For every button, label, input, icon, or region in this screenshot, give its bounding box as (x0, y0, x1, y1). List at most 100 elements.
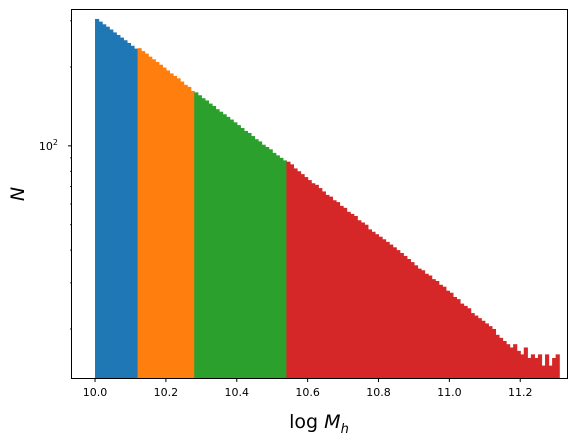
histogram-bar (552, 357, 557, 378)
histogram-bar (506, 344, 511, 378)
histogram-bar (158, 64, 163, 378)
y-tick-label-100: 102 (39, 138, 58, 153)
histogram-bar (137, 48, 142, 379)
histogram-bar (286, 161, 291, 378)
histogram-bar (548, 365, 553, 378)
histogram-bar (219, 111, 224, 378)
x-tick-label: 11.0 (437, 386, 462, 399)
plot-frame (71, 9, 568, 379)
histogram-bar (435, 280, 440, 378)
histogram-bar (555, 354, 560, 378)
histogram-bar (406, 258, 411, 378)
histogram-bar (516, 350, 521, 378)
histogram-bar (162, 67, 167, 379)
histogram-bar (424, 273, 429, 378)
histogram-bar (498, 337, 504, 378)
histogram-bar (413, 265, 419, 378)
histogram-bar (477, 318, 482, 378)
histogram-bar (123, 40, 128, 378)
histogram-bar (233, 122, 238, 378)
histogram-bar (265, 147, 270, 378)
histogram-bar (243, 130, 248, 378)
histogram-bar (190, 90, 195, 379)
histogram-bar (495, 334, 500, 378)
histogram-bar (484, 323, 489, 378)
histogram-bar (332, 200, 337, 378)
x-tick-label: 10.4 (225, 386, 250, 399)
histogram-bar (297, 171, 302, 378)
histogram-bar (98, 21, 103, 379)
histogram-bar (194, 92, 199, 379)
x-axis-ticks: 10.0 10.2 10.4 10.6 10.8 11.0 11.2 (83, 378, 533, 399)
histogram-bar (300, 174, 305, 378)
histogram-bar (95, 18, 100, 379)
histogram-bar (102, 24, 107, 379)
histogram-bar (289, 164, 295, 378)
histogram-bar (428, 275, 433, 378)
histogram-bar (467, 308, 472, 378)
histogram-bar (176, 78, 181, 378)
histogram-bar (109, 29, 114, 378)
histogram-bar (431, 279, 436, 378)
histogram-bar (513, 344, 518, 378)
histogram-bar (346, 211, 351, 378)
histogram-bar (229, 119, 234, 379)
histogram-bar (392, 247, 397, 378)
histogram-bar (197, 95, 202, 378)
histogram-bar (523, 347, 528, 378)
histogram-bar (240, 127, 245, 379)
histogram-bar (396, 250, 401, 378)
histogram-bar (367, 229, 373, 378)
histogram-bar (116, 34, 121, 379)
histogram-bar (445, 290, 450, 378)
histogram-bar (385, 241, 390, 378)
histogram-bar (204, 100, 210, 378)
x-tick-label: 11.2 (508, 386, 533, 399)
histogram-bar (215, 109, 220, 378)
histogram-bar (382, 239, 387, 378)
histogram-bar (112, 32, 117, 378)
histogram-bar (545, 354, 550, 378)
x-tick-label: 10.8 (366, 386, 391, 399)
y-axis-label: N (7, 187, 29, 201)
x-axis-label: log Mh (289, 411, 349, 437)
histogram-bar (364, 224, 369, 378)
histogram-bar (261, 144, 266, 378)
histogram-bar (130, 45, 135, 378)
histogram-bar (321, 191, 326, 378)
histogram-bar (438, 284, 443, 378)
histogram-bar (403, 255, 408, 378)
y-axis-ticks (68, 20, 72, 330)
histogram-bar (311, 183, 316, 378)
histogram-bar (541, 365, 546, 378)
histogram-bar (211, 105, 217, 378)
histogram-bar (410, 262, 415, 378)
histogram-bar (275, 155, 280, 378)
histogram-bar (530, 354, 535, 378)
histogram-bar (527, 357, 532, 378)
x-tick-label: 10.6 (295, 386, 320, 399)
histogram-bar (307, 180, 312, 378)
histogram-bar (148, 56, 153, 379)
histogram-bar (254, 139, 259, 378)
histogram-bar (456, 299, 461, 378)
histogram-bar (417, 268, 422, 378)
histogram-bar (304, 177, 309, 378)
histogram-bar (357, 220, 362, 378)
histogram-bar (335, 202, 341, 378)
histogram-bar (442, 286, 447, 378)
histogram-bar (155, 61, 160, 378)
histogram-bar (208, 103, 213, 378)
x-tick-label: 10.0 (83, 386, 108, 399)
histogram-bar (247, 132, 252, 378)
histogram-bar (105, 26, 110, 379)
histogram-bar (272, 152, 277, 378)
histogram-bar (126, 42, 132, 379)
histogram-bar (187, 86, 192, 378)
histogram-bar (449, 292, 454, 378)
histogram-bar (144, 53, 149, 378)
histogram-bar (474, 315, 479, 378)
histogram-bar (343, 207, 348, 378)
histogram-bar (250, 136, 256, 378)
